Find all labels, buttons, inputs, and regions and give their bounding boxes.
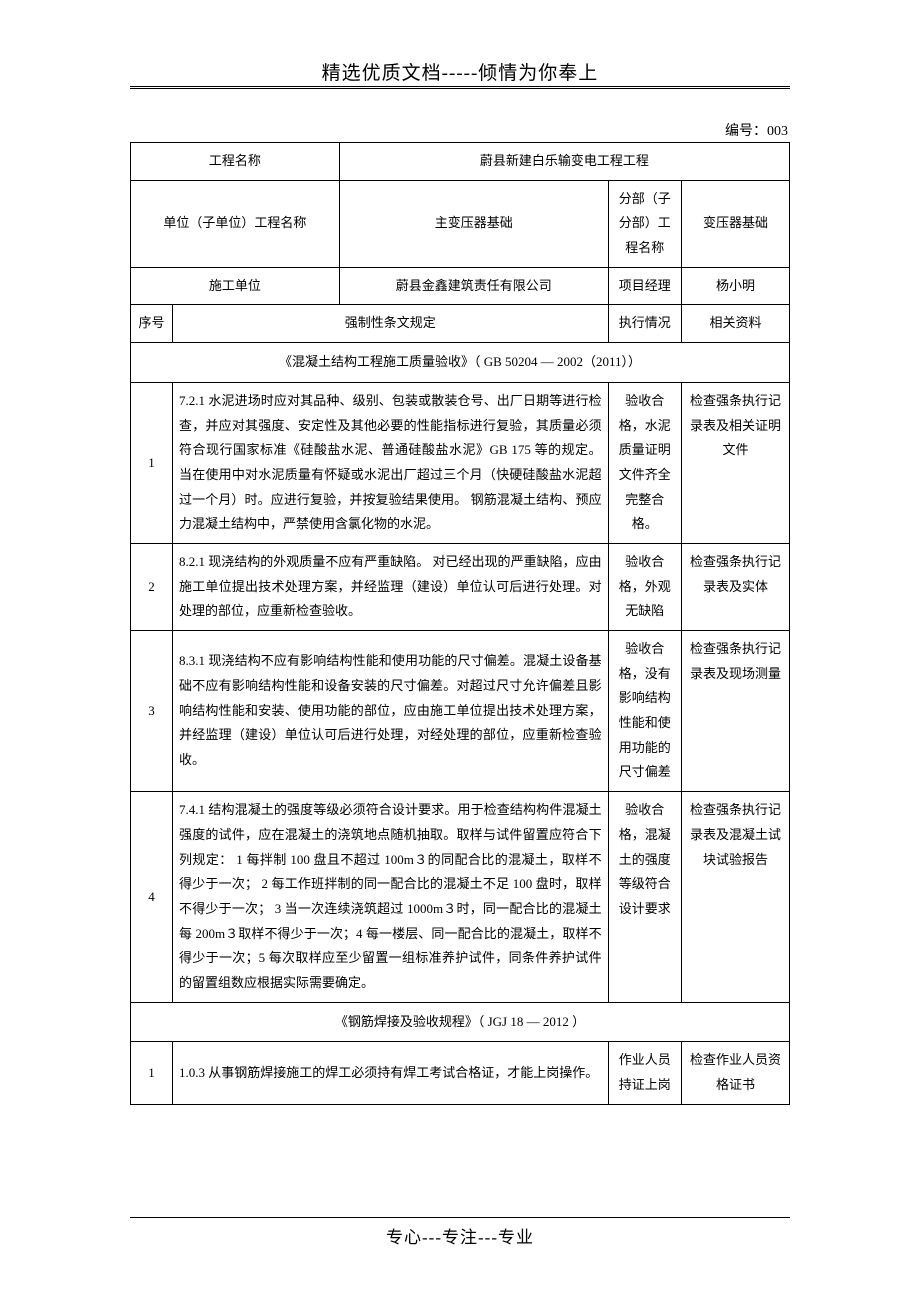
table-row: 2 8.2.1 现浇结构的外观质量不应有严重缺陷。 对已经出现的严重缺陷，应由施…	[131, 543, 790, 630]
cell-seq: 2	[131, 543, 173, 630]
header-rule	[130, 86, 790, 89]
value-unit-project: 主变压器基础	[339, 180, 608, 267]
cell-seq: 1	[131, 382, 173, 543]
label-unit-project: 单位（子单位）工程名称	[131, 180, 340, 267]
cell-rule: 8.3.1 现浇结构不应有影响结构性能和使用功能的尺寸偏差。混凝土设备基础不应有…	[173, 631, 609, 792]
col-exec: 执行情况	[608, 305, 681, 343]
cell-doc: 检查强条执行记录表及现场测量	[682, 631, 790, 792]
page-header: 精选优质文档-----倾情为你奉上	[0, 0, 920, 85]
value-project-name: 蔚县新建白乐输变电工程工程	[339, 143, 789, 181]
row-project-name: 工程名称 蔚县新建白乐输变电工程工程	[131, 143, 790, 181]
cell-rule: 7.2.1 水泥进场时应对其品种、级别、包装或散装仓号、出厂日期等进行检查，并应…	[173, 382, 609, 543]
table-row: 4 7.4.1 结构混凝土的强度等级必须符合设计要求。用于检查结构构件混凝土强度…	[131, 792, 790, 1003]
cell-seq: 1	[131, 1042, 173, 1104]
table-row: 3 8.3.1 现浇结构不应有影响结构性能和使用功能的尺寸偏差。混凝土设备基础不…	[131, 631, 790, 792]
cell-rule: 8.2.1 现浇结构的外观质量不应有严重缺陷。 对已经出现的严重缺陷，应由施工单…	[173, 543, 609, 630]
cell-exec: 验收合格，混凝土的强度等级符合设计要求	[608, 792, 681, 1003]
section-2-title: 《钢筋焊接及验收规程》（ JGJ 18 — 2012 ）	[131, 1002, 790, 1042]
cell-seq: 4	[131, 792, 173, 1003]
cell-doc: 检查强条执行记录表及混凝土试块试验报告	[682, 792, 790, 1003]
main-table: 工程名称 蔚县新建白乐输变电工程工程 单位（子单位）工程名称 主变压器基础 分部…	[130, 142, 790, 1105]
label-project-name: 工程名称	[131, 143, 340, 181]
label-pm: 项目经理	[608, 267, 681, 305]
cell-doc: 检查强条执行记录表及相关证明文件	[682, 382, 790, 543]
value-pm: 杨小明	[682, 267, 790, 305]
cell-exec: 验收合格，水泥质量证明文件齐全完整合格。	[608, 382, 681, 543]
cell-exec: 验收合格，没有影响结构性能和使用功能的尺寸偏差	[608, 631, 681, 792]
label-construction-unit: 施工单位	[131, 267, 340, 305]
section-1-title: 《混凝土结构工程施工质量验收》（ GB 50204 — 2002（2011））	[131, 343, 790, 383]
cell-doc: 检查强条执行记录表及实体	[682, 543, 790, 630]
value-construction-unit: 蔚县金鑫建筑责任有限公司	[339, 267, 608, 305]
row-unit-project: 单位（子单位）工程名称 主变压器基础 分部（子分部）工程名称 变压器基础	[131, 180, 790, 267]
cell-rule: 1.0.3 从事钢筋焊接施工的焊工必须持有焊工考试合格证，才能上岗操作。	[173, 1042, 609, 1104]
row-construction-unit: 施工单位 蔚县金鑫建筑责任有限公司 项目经理 杨小明	[131, 267, 790, 305]
footer-rule	[130, 1217, 790, 1218]
cell-exec: 作业人员持证上岗	[608, 1042, 681, 1104]
section-1-title-text: 《混凝土结构工程施工质量验收》（ GB 50204 — 2002（2011））	[131, 343, 790, 383]
col-doc: 相关资料	[682, 305, 790, 343]
col-seq: 序号	[131, 305, 173, 343]
cell-rule: 7.4.1 结构混凝土的强度等级必须符合设计要求。用于检查结构构件混凝土强度的试…	[173, 792, 609, 1003]
cell-seq: 3	[131, 631, 173, 792]
table-row: 1 7.2.1 水泥进场时应对其品种、级别、包装或散装仓号、出厂日期等进行检查，…	[131, 382, 790, 543]
cell-exec: 验收合格，外观无缺陷	[608, 543, 681, 630]
page-footer: 专心---专注---专业	[0, 1223, 920, 1248]
document-number: 编号：003	[725, 120, 788, 140]
value-sub-project: 变压器基础	[682, 180, 790, 267]
table-row: 1 1.0.3 从事钢筋焊接施工的焊工必须持有焊工考试合格证，才能上岗操作。 作…	[131, 1042, 790, 1104]
section-2-title-text: 《钢筋焊接及验收规程》（ JGJ 18 — 2012 ）	[131, 1002, 790, 1042]
col-rule: 强制性条文规定	[173, 305, 609, 343]
row-column-headers: 序号 强制性条文规定 执行情况 相关资料	[131, 305, 790, 343]
cell-doc: 检查作业人员资格证书	[682, 1042, 790, 1104]
label-sub-project: 分部（子分部）工程名称	[608, 180, 681, 267]
